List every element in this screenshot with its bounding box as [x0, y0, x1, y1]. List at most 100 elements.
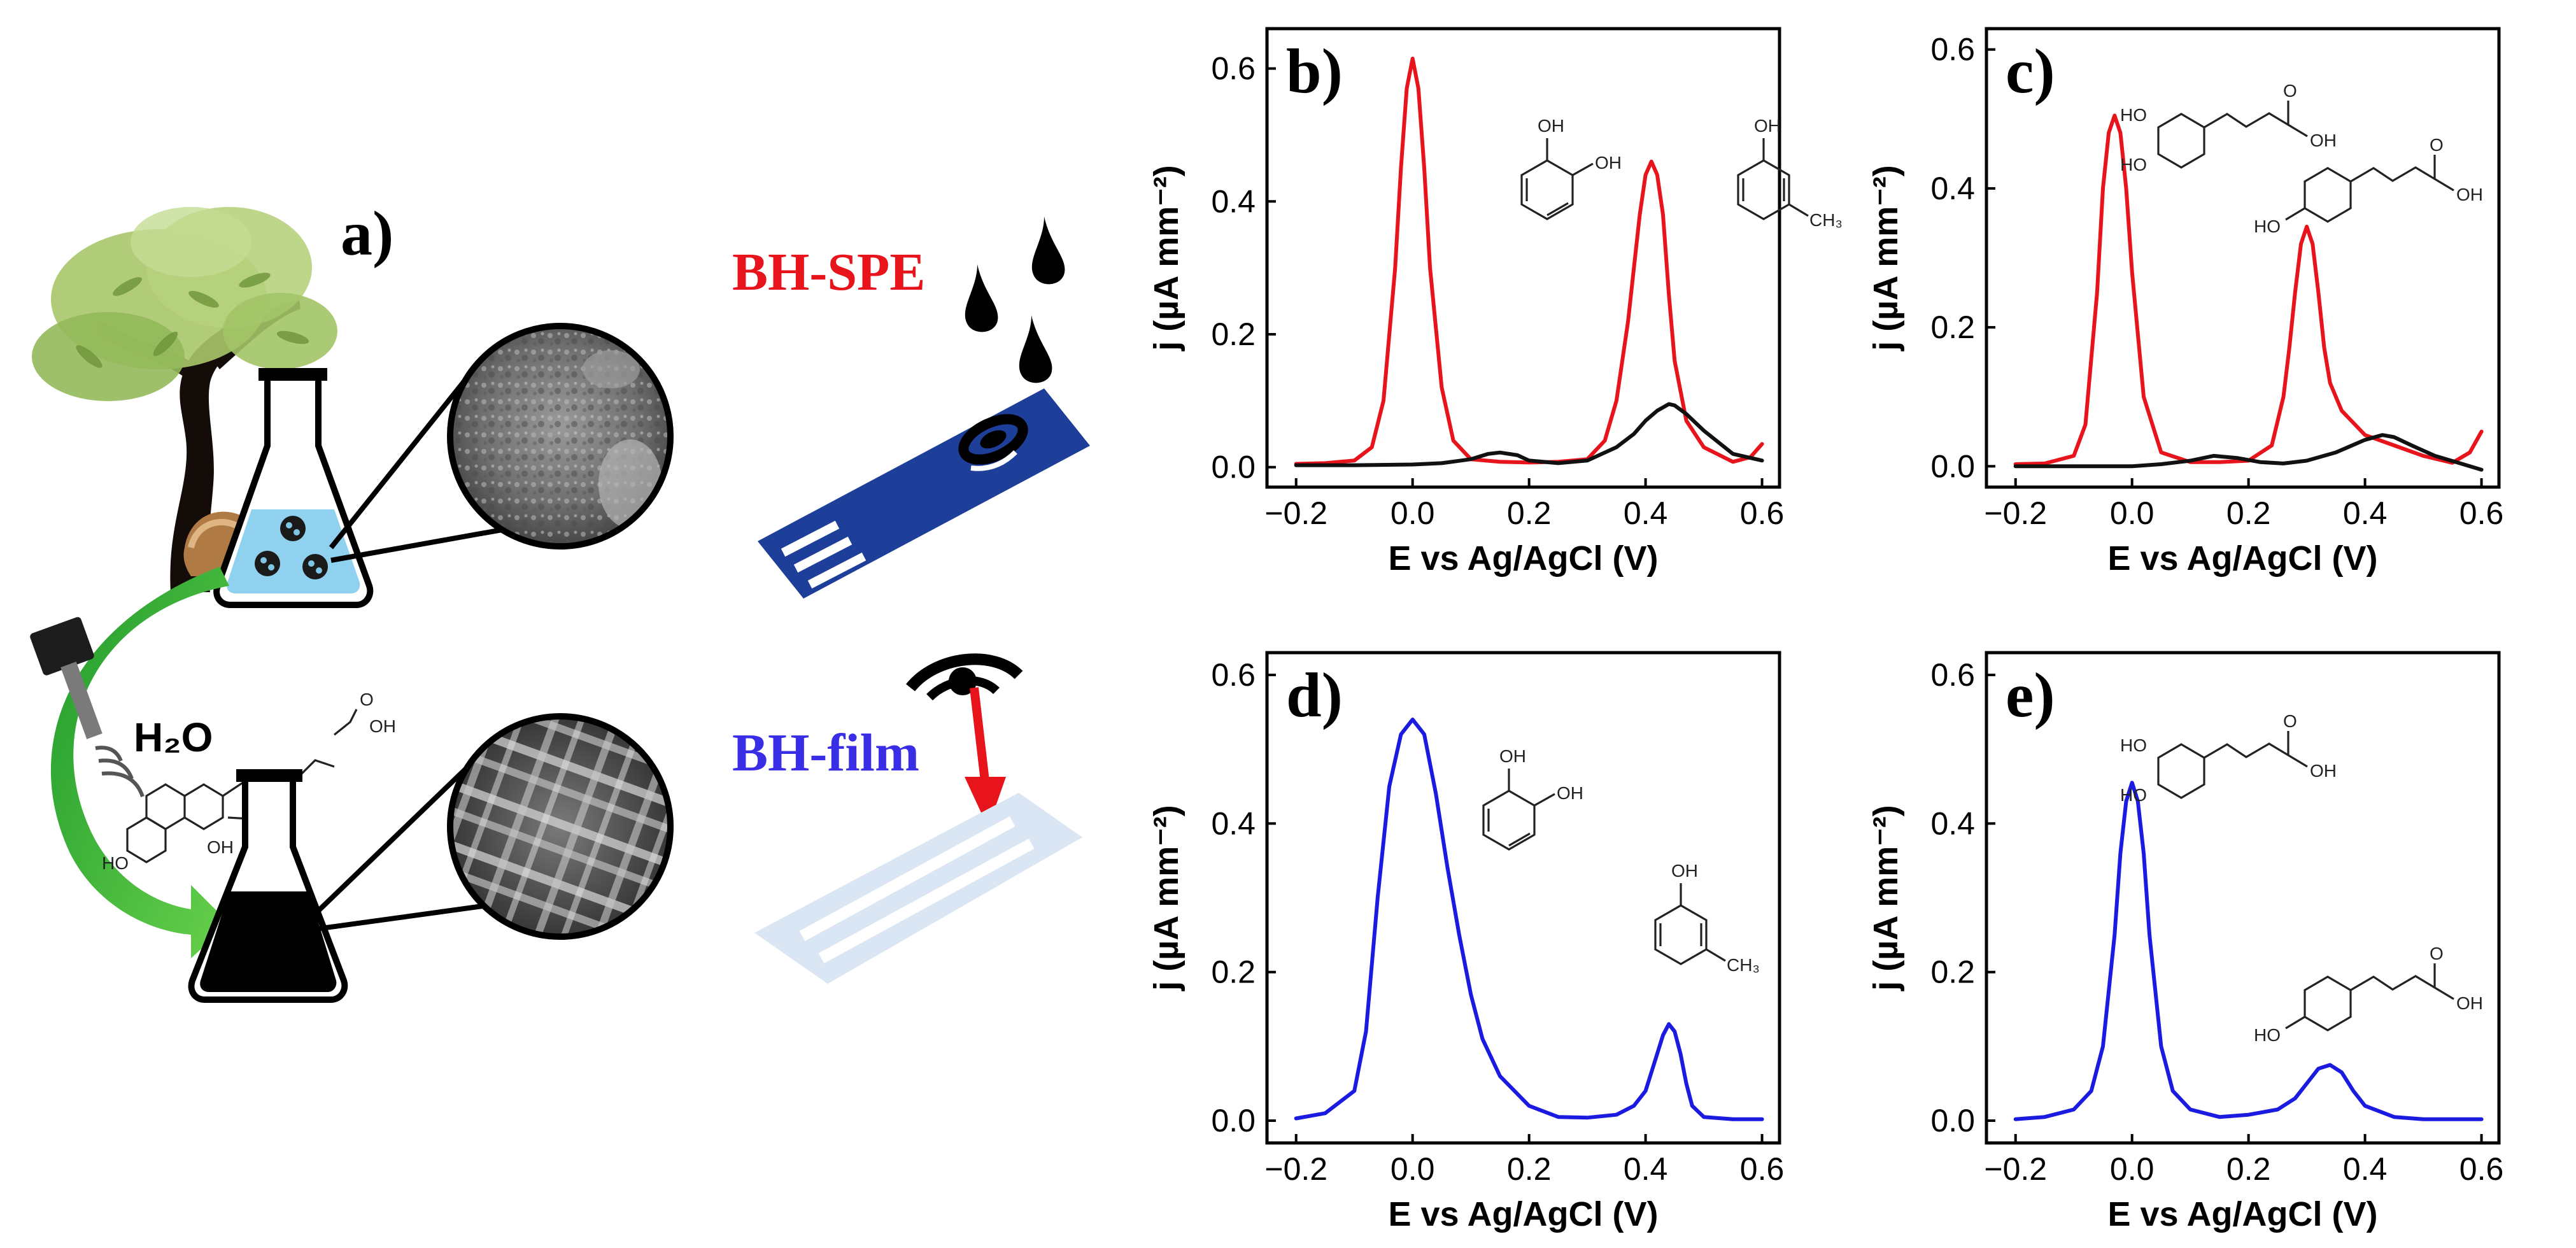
x-tick-label: −0.2: [1264, 495, 1327, 531]
plot-frame: [1985, 27, 2501, 489]
series-line-bh-film: [2013, 781, 2484, 1121]
ho-label: HO: [2254, 216, 2281, 236]
x-tick-label: 0.6: [2459, 495, 2504, 531]
oh-label-bile-1: O: [360, 690, 374, 709]
x-tick-label: 0.2: [2226, 495, 2271, 531]
chart-panel-b: −0.2 0.0 0.2 0.4 0.60.00.20.40.6E vs Ag/AgCl…: [1147, 27, 1785, 578]
flask-film: [188, 769, 348, 1003]
x-tick-label: 0.0: [2110, 495, 2155, 531]
carbon-particles: [255, 516, 328, 579]
o-label: O: [2430, 944, 2444, 963]
x-axis-label: E vs Ag/AgCl (V): [1388, 1195, 1658, 1233]
electrode-connector-icon: [905, 653, 1023, 828]
plot-frame: [1985, 651, 2501, 1145]
series-line-bh-spe: [1294, 57, 1764, 466]
x-tick-label: 0.4: [2343, 495, 2388, 531]
oh-label: OH: [1671, 861, 1698, 881]
y-tick-label: 0.6: [1211, 657, 1256, 693]
oh-label: OH: [1595, 153, 1622, 173]
drop-icons: [965, 216, 1065, 383]
y-tick-label: 0.4: [1211, 805, 1256, 841]
x-tick-label: 0.6: [1740, 1151, 1785, 1187]
panel-label: b): [1286, 36, 1343, 106]
process-arrow: [50, 567, 229, 958]
ho-label: HO: [2120, 735, 2147, 755]
y-tick-label: 0.4: [1211, 183, 1256, 219]
series-line-bh-film: [2013, 433, 2484, 472]
x-tick-label: 0.6: [2459, 1151, 2504, 1187]
sem-image-bottom: [447, 713, 674, 940]
caffeic-acid-structure-c: HO HO O OH: [2120, 81, 2337, 174]
y-tick-label: 0.6: [1211, 51, 1256, 87]
ho-label: HO: [2120, 105, 2147, 125]
y-axis-label: j (µA mm⁻²): [1867, 805, 1905, 991]
y-axis-label: j (µA mm⁻²): [1147, 805, 1185, 991]
x-tick-label: 0.6: [1740, 495, 1785, 531]
ch3-label: CH₃: [1809, 210, 1843, 230]
coumaric-acid-structure-e: HO O OH: [2254, 944, 2483, 1045]
caffeic-acid-structure-e: HO HO O OH: [2120, 711, 2337, 805]
x-tick-label: −0.2: [1984, 495, 2047, 531]
oh-label: OH: [2310, 131, 2337, 150]
oh-label: OH: [2310, 761, 2337, 781]
y-tick-label: 0.0: [1930, 448, 1975, 484]
oh-label: OH: [1557, 783, 1583, 803]
y-tick-label: 0.2: [1930, 309, 1975, 345]
panel-label: d): [1286, 660, 1343, 730]
x-tick-label: 0.2: [1507, 1151, 1552, 1187]
x-axis-label: E vs Ag/AgCl (V): [2107, 539, 2377, 578]
oh-label-bile-3: OH: [207, 837, 234, 857]
x-tick-label: 0.0: [2110, 1151, 2155, 1187]
oh-label: OH: [2456, 185, 2483, 204]
y-tick-label: 0.4: [1930, 805, 1975, 841]
chart-panel-d: −0.2 0.0 0.2 0.4 0.60.00.20.40.6E vs Ag/AgCl…: [1147, 651, 1785, 1233]
coumaric-acid-structure-c: HO O OH: [2254, 135, 2483, 236]
scheme-panel: a): [30, 198, 1090, 1003]
flask-dispersion: [213, 368, 374, 608]
series-line-bh-spe: [2013, 113, 2484, 466]
y-tick-label: 0.2: [1211, 954, 1256, 990]
catechol-structure-b: OH OH: [1520, 116, 1622, 220]
oh-label: OH: [1538, 116, 1564, 136]
ch3-label: CH₃: [1727, 955, 1760, 975]
chart-panel-e: −0.2 0.0 0.2 0.4 0.6 0.0 0.2 0.4 0.6 E vs Ag/AgCl…: [1867, 651, 2504, 1233]
series-line-bh-film: [1294, 718, 1764, 1121]
screen-printed-electrode: [758, 388, 1090, 599]
y-tick-label: 0.0: [1211, 1103, 1256, 1138]
o-label: O: [2283, 711, 2297, 731]
ho-label: HO: [2254, 1025, 2281, 1045]
m-cresol-structure-d: OH CH₃: [1654, 861, 1760, 975]
o-label: O: [2283, 81, 2297, 101]
y-tick-label: 0.0: [1211, 450, 1256, 485]
sonicator-icon: [30, 617, 145, 798]
ho-label: HO: [2120, 155, 2147, 174]
chart-panel-c: −0.2 0.0 0.2 0.4 0.60.00.20.40.6E vs Ag/AgCl…: [1867, 27, 2504, 578]
x-tick-label: 0.4: [2343, 1151, 2388, 1187]
bh-spe-label: BH-SPE: [732, 243, 925, 302]
x-axis-label: E vs Ag/AgCl (V): [1388, 539, 1658, 578]
y-tick-label: 0.6: [1930, 657, 1975, 693]
x-tick-label: 0.4: [1624, 1151, 1668, 1187]
x-tick-label: 0.0: [1391, 495, 1435, 531]
x-tick-label: 0.2: [1507, 495, 1552, 531]
series-line-bh-film: [1294, 402, 1764, 467]
y-axis-label: j (µA mm⁻²): [1147, 165, 1185, 351]
x-tick-label: 0.0: [1391, 1151, 1435, 1187]
panel-a-label: a): [341, 198, 393, 269]
oh-label: OH: [1754, 116, 1781, 136]
sem-image-top: [447, 323, 674, 550]
y-tick-label: 0.6: [1930, 32, 1975, 67]
ho-label-bile: HO: [102, 853, 129, 873]
tree-illustration: [32, 207, 337, 592]
x-axis-label: E vs Ag/AgCl (V): [2107, 1195, 2377, 1233]
plot-frame: [1265, 27, 1781, 489]
y-tick-label: 0.2: [1211, 316, 1256, 352]
panel-label: e): [2006, 660, 2055, 730]
water-label: H₂O: [134, 714, 213, 760]
film-electrode: [754, 793, 1082, 984]
o-label: O: [2430, 135, 2444, 155]
x-tick-label: −0.2: [1264, 1151, 1327, 1187]
y-tick-label: 0.4: [1930, 171, 1975, 206]
panel-label: c): [2006, 36, 2055, 106]
